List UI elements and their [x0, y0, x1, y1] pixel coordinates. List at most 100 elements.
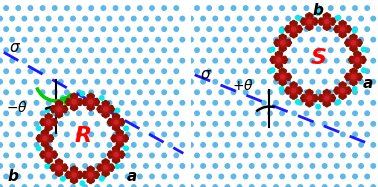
- Circle shape: [174, 174, 178, 179]
- Circle shape: [168, 164, 172, 168]
- Circle shape: [16, 153, 20, 158]
- Circle shape: [243, 6, 248, 10]
- Circle shape: [325, 13, 328, 15]
- Circle shape: [117, 127, 119, 129]
- Circle shape: [138, 111, 142, 116]
- Circle shape: [4, 6, 8, 10]
- Circle shape: [107, 121, 110, 123]
- Text: $\sigma$: $\sigma$: [9, 40, 22, 55]
- Circle shape: [316, 97, 318, 99]
- Circle shape: [280, 27, 284, 31]
- Circle shape: [99, 96, 104, 100]
- Circle shape: [333, 20, 336, 23]
- Circle shape: [92, 171, 99, 178]
- Circle shape: [371, 101, 375, 105]
- Circle shape: [201, 143, 205, 147]
- Circle shape: [284, 74, 291, 80]
- Circle shape: [335, 164, 339, 168]
- Circle shape: [353, 111, 357, 116]
- Circle shape: [89, 132, 93, 137]
- Circle shape: [71, 176, 77, 183]
- Circle shape: [279, 48, 282, 50]
- Circle shape: [339, 34, 341, 36]
- Circle shape: [237, 79, 242, 84]
- Circle shape: [292, 153, 296, 158]
- Circle shape: [207, 90, 211, 94]
- Text: $+\theta$: $+\theta$: [232, 78, 254, 93]
- Circle shape: [256, 69, 260, 73]
- Circle shape: [50, 119, 57, 125]
- Circle shape: [306, 14, 308, 17]
- Circle shape: [282, 68, 284, 71]
- Circle shape: [347, 87, 350, 89]
- Circle shape: [195, 69, 199, 73]
- Circle shape: [46, 16, 51, 21]
- Circle shape: [34, 79, 39, 84]
- Circle shape: [59, 59, 63, 63]
- Circle shape: [274, 185, 278, 187]
- Circle shape: [289, 42, 291, 44]
- Circle shape: [292, 48, 296, 52]
- Circle shape: [125, 140, 127, 142]
- Circle shape: [65, 69, 69, 73]
- Circle shape: [284, 56, 286, 59]
- Circle shape: [189, 79, 193, 84]
- Circle shape: [213, 16, 217, 21]
- Circle shape: [56, 173, 58, 175]
- Circle shape: [213, 143, 217, 147]
- Circle shape: [121, 131, 123, 134]
- Circle shape: [107, 16, 112, 21]
- Text: b: b: [313, 3, 323, 18]
- Circle shape: [77, 69, 81, 73]
- Circle shape: [111, 110, 113, 113]
- Circle shape: [65, 48, 69, 52]
- Circle shape: [114, 120, 118, 124]
- Circle shape: [28, 90, 33, 94]
- Circle shape: [125, 48, 130, 52]
- Circle shape: [195, 6, 199, 10]
- Circle shape: [276, 44, 278, 46]
- Circle shape: [359, 143, 363, 147]
- Circle shape: [274, 164, 278, 168]
- Circle shape: [79, 103, 81, 105]
- Circle shape: [341, 82, 344, 84]
- Circle shape: [352, 75, 356, 79]
- Circle shape: [45, 147, 48, 150]
- Circle shape: [286, 26, 289, 28]
- Circle shape: [57, 165, 61, 170]
- Circle shape: [28, 69, 33, 73]
- Circle shape: [286, 164, 290, 168]
- Circle shape: [189, 143, 193, 147]
- Circle shape: [107, 153, 110, 156]
- Circle shape: [156, 122, 160, 126]
- Circle shape: [316, 104, 320, 109]
- Circle shape: [201, 37, 205, 42]
- Circle shape: [335, 143, 339, 147]
- Circle shape: [46, 153, 51, 157]
- Circle shape: [122, 153, 125, 156]
- Circle shape: [50, 115, 52, 117]
- Circle shape: [168, 16, 172, 21]
- Circle shape: [298, 59, 302, 63]
- Circle shape: [41, 156, 44, 158]
- Circle shape: [98, 164, 104, 171]
- Circle shape: [132, 164, 136, 168]
- Circle shape: [201, 185, 205, 187]
- Circle shape: [56, 102, 58, 104]
- Circle shape: [319, 99, 322, 102]
- Circle shape: [298, 79, 302, 84]
- Circle shape: [335, 79, 339, 84]
- Circle shape: [4, 90, 8, 94]
- Circle shape: [108, 151, 115, 158]
- Circle shape: [50, 108, 53, 110]
- Circle shape: [48, 146, 50, 148]
- Circle shape: [144, 101, 148, 105]
- Circle shape: [298, 185, 302, 187]
- Circle shape: [335, 122, 339, 126]
- Circle shape: [279, 87, 284, 91]
- Circle shape: [249, 59, 254, 63]
- Circle shape: [243, 111, 248, 116]
- Circle shape: [355, 70, 357, 72]
- Circle shape: [354, 53, 356, 55]
- Circle shape: [279, 70, 282, 72]
